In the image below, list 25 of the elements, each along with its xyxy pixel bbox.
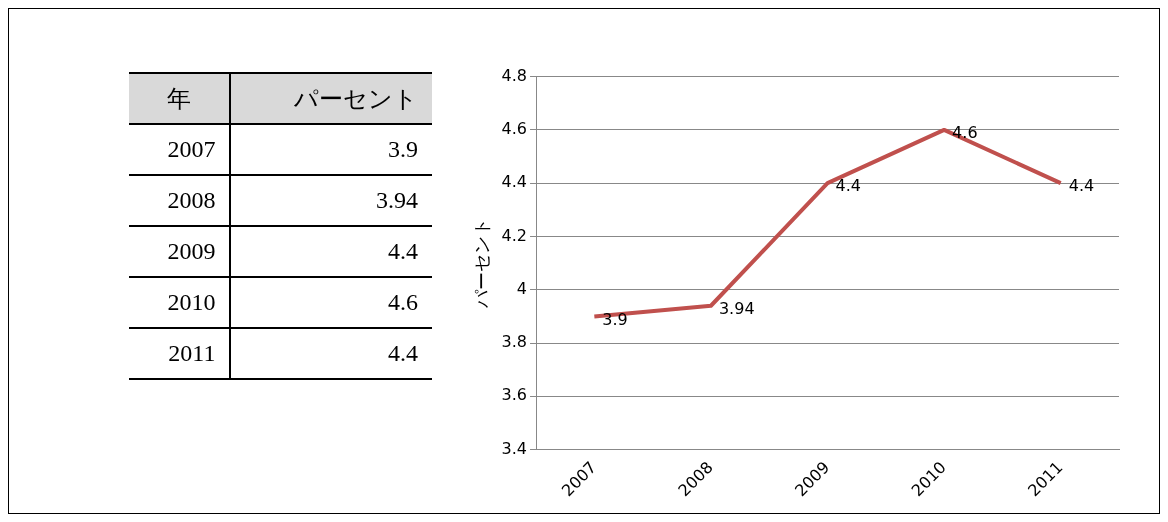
category-label: 2010 [167,289,216,315]
y-tick-label: 3.4 [501,438,528,458]
y-tick-label: 4.8 [501,65,528,85]
category-label: 2008 [167,187,216,213]
data-label: 3.94 [718,298,755,318]
category-label: 2009 [167,238,216,264]
category-label: 2007 [167,136,216,162]
y-axis-title: パーセント [471,218,493,310]
y-tick-label: 4.2 [501,225,528,245]
text: 年 [129,73,231,124]
text: 3.9 [388,136,418,162]
text: パーセント [294,85,418,112]
y-tick-label: 3.8 [501,332,528,352]
y-tick-label: 4.6 [501,119,528,139]
data-label: 4.6 [952,123,978,143]
y-tick-label: 3.6 [501,385,528,405]
text: 4.6 [388,289,418,315]
data-label: 4.4 [835,176,861,196]
category-label: 2011 [168,340,216,366]
y-tick-label: 4.4 [501,172,528,192]
data-label: 4.4 [1068,176,1095,196]
text: 3.94 [376,187,418,213]
y-tick-label: 4 [516,278,528,298]
text: 4.4 [388,238,418,264]
text: 4.4 [388,340,418,366]
